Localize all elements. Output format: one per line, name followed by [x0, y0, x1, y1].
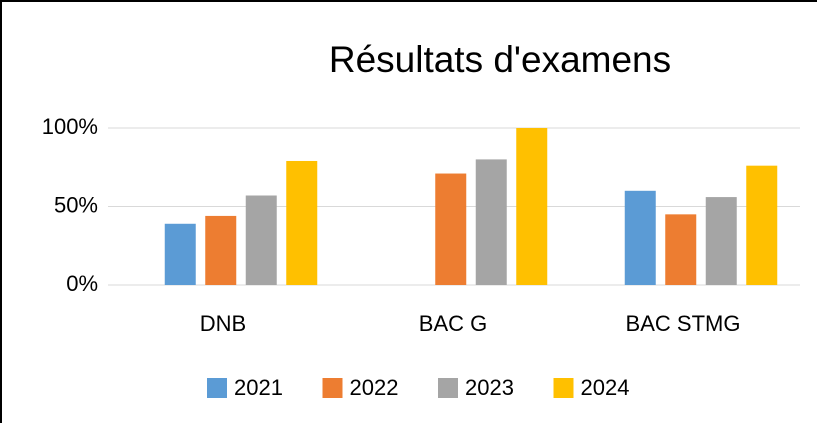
bar	[435, 173, 467, 285]
bar	[286, 160, 318, 285]
bar	[245, 195, 277, 285]
bar	[705, 197, 737, 285]
x-tick-label: DNB	[200, 311, 246, 336]
bar	[164, 223, 196, 285]
bar	[746, 165, 778, 285]
bar	[475, 159, 507, 285]
legend-label: 2023	[465, 375, 514, 400]
x-tick-label: BAC G	[419, 311, 487, 336]
y-tick-label: 100%	[42, 114, 98, 139]
legend-label: 2024	[581, 375, 630, 400]
y-tick-label: 50%	[54, 192, 98, 217]
y-tick-label: 0%	[66, 271, 98, 296]
legend-swatch	[322, 378, 343, 398]
legend-label: 2022	[350, 375, 399, 400]
bar	[205, 215, 237, 285]
legend-swatch	[207, 378, 227, 398]
legend-swatch	[553, 378, 574, 398]
bar	[624, 190, 656, 285]
x-tick-label: BAC STMG	[626, 311, 741, 336]
bar	[665, 214, 697, 285]
legend-swatch	[438, 378, 458, 398]
bar	[516, 128, 548, 285]
legend-label: 2021	[234, 375, 283, 400]
chart-title: Résultats d'examens	[329, 39, 671, 80]
